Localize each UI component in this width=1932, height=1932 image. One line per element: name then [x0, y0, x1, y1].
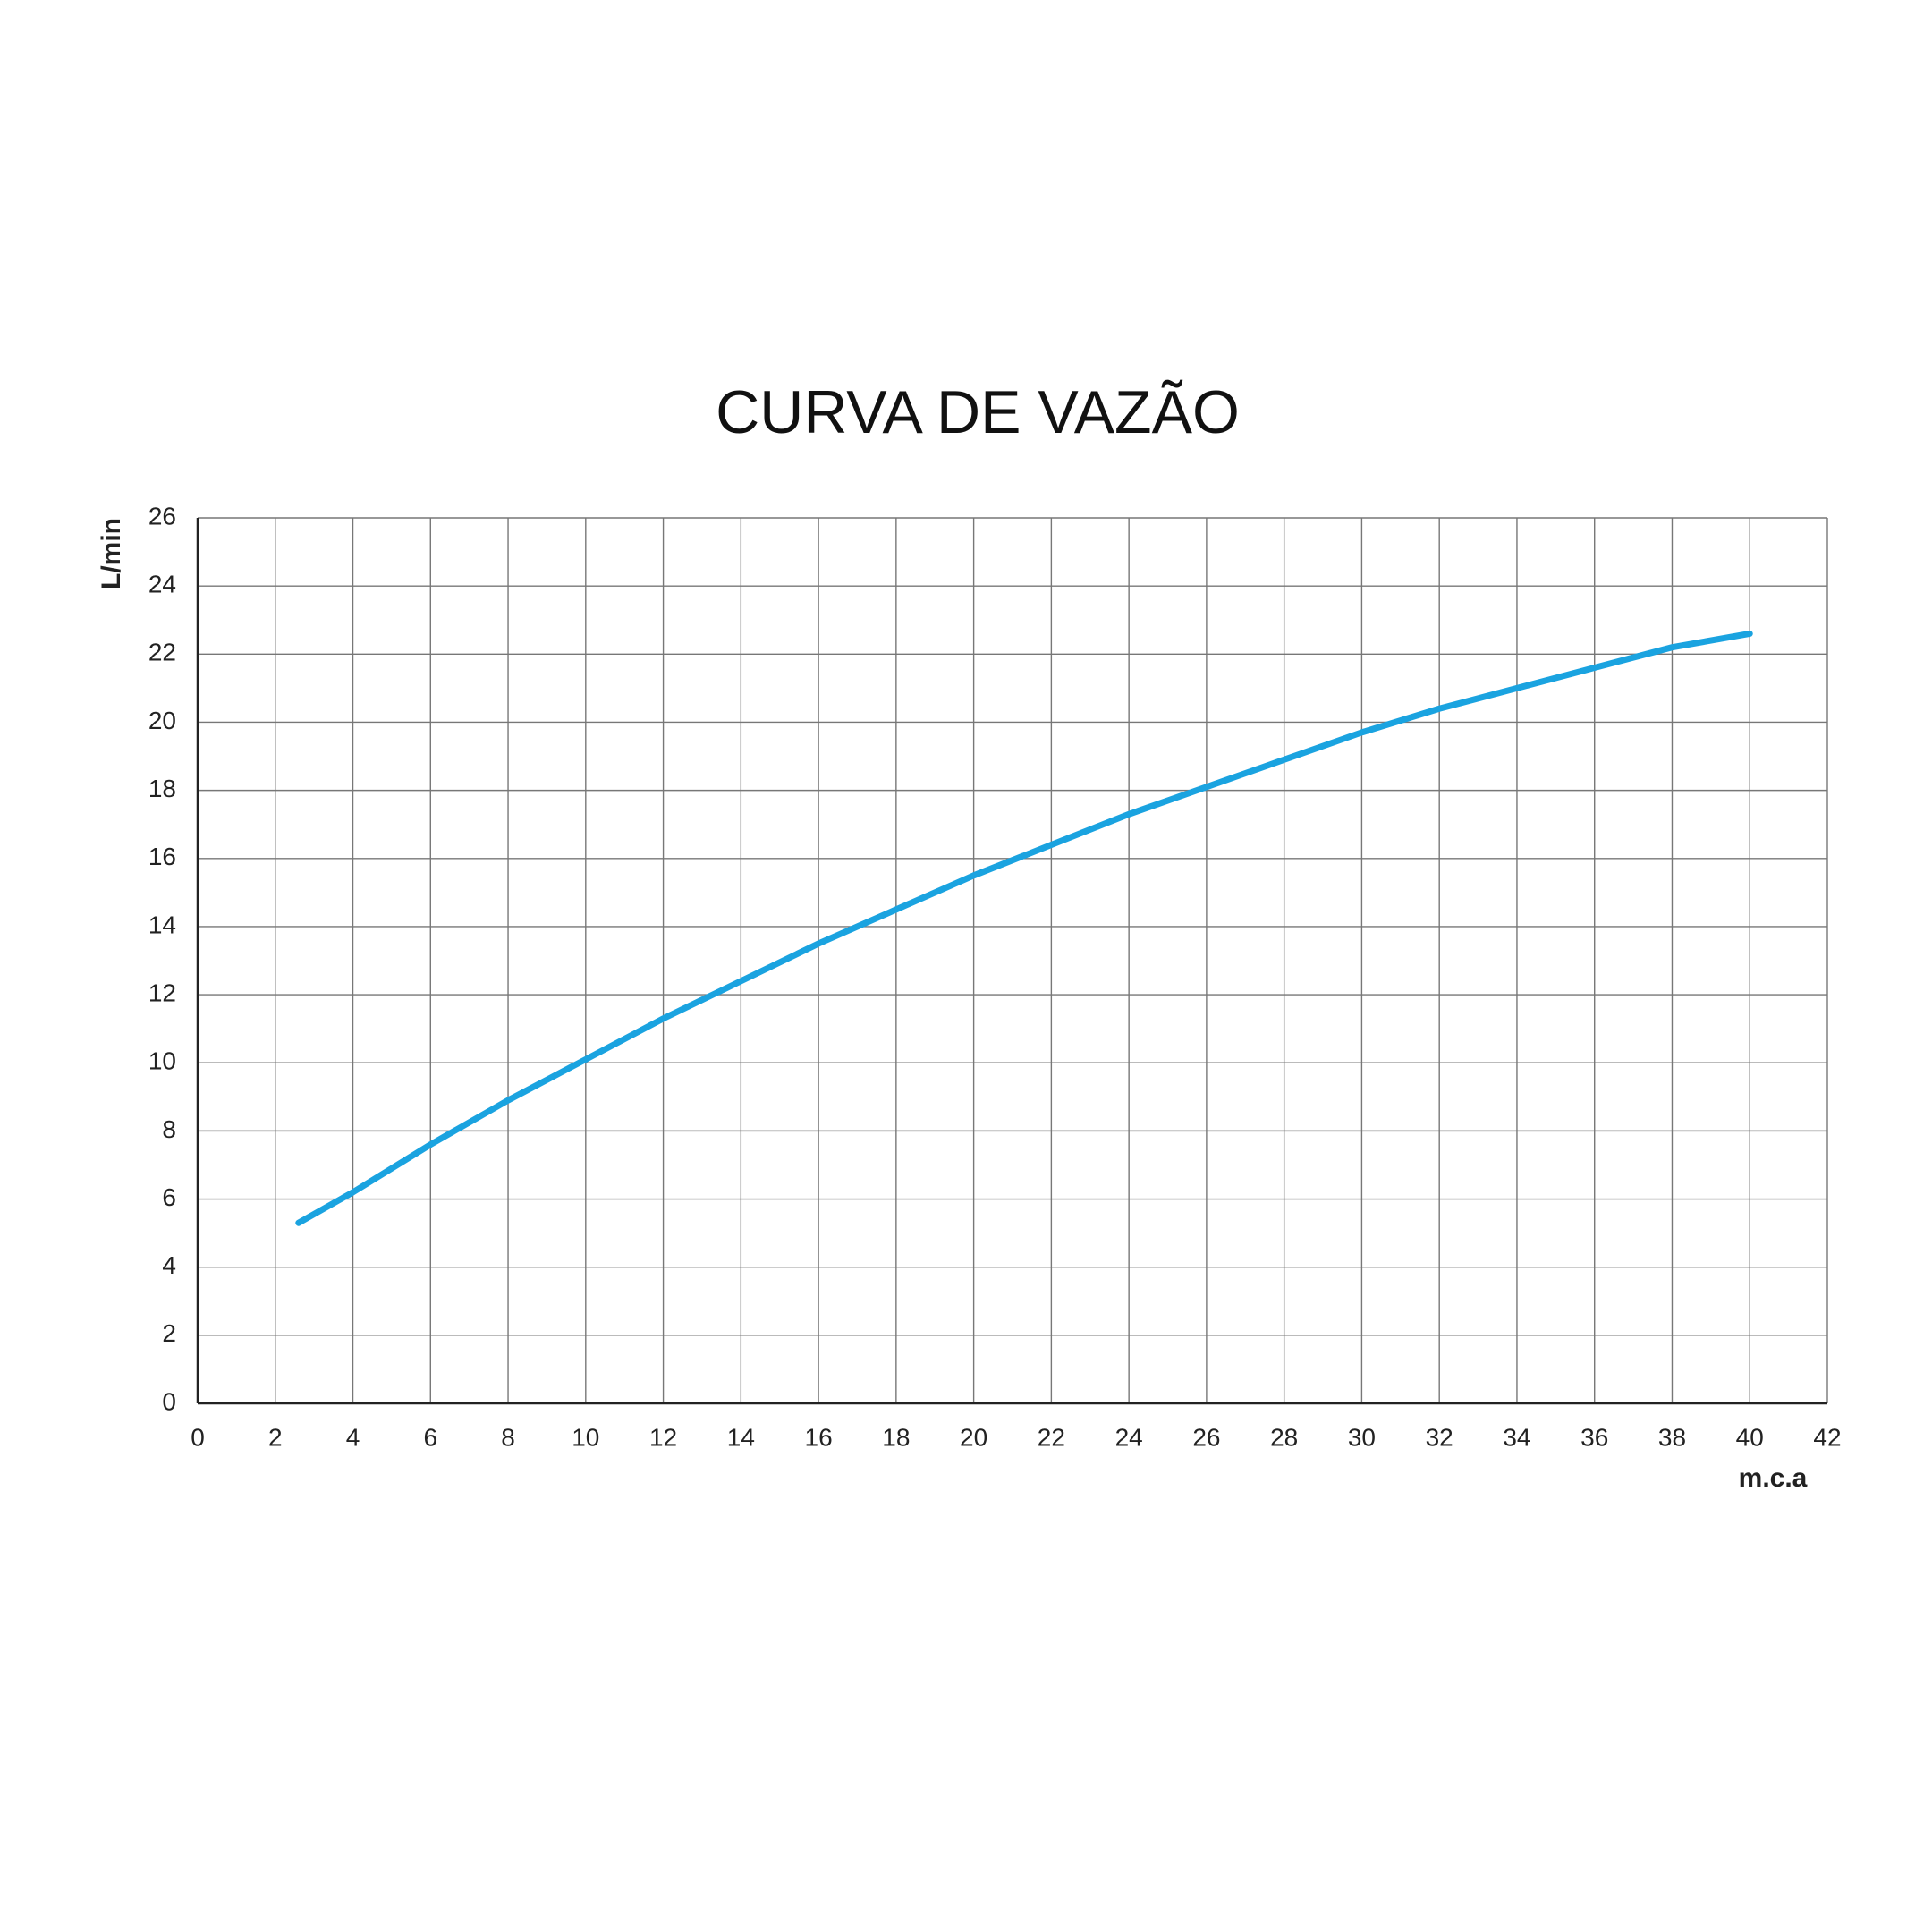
x-tick-label: 38 — [1658, 1423, 1686, 1451]
y-axis-label: L/min — [97, 518, 126, 589]
x-tick-label: 8 — [501, 1423, 515, 1451]
y-tick-label: 16 — [148, 843, 176, 870]
y-tick-label: 0 — [162, 1387, 176, 1415]
y-tick-label: 20 — [148, 707, 176, 734]
x-tick-label: 6 — [423, 1423, 437, 1451]
x-tick-label: 24 — [1115, 1423, 1143, 1451]
y-tick-label: 4 — [162, 1251, 176, 1279]
x-tick-label: 18 — [882, 1423, 910, 1451]
y-tick-label: 24 — [148, 571, 176, 598]
x-tick-label: 2 — [268, 1423, 283, 1451]
x-tick-label: 40 — [1736, 1423, 1764, 1451]
y-tick-label: 26 — [148, 502, 176, 530]
x-tick-label: 12 — [649, 1423, 677, 1451]
x-tick-label: 16 — [805, 1423, 833, 1451]
y-tick-label: 2 — [162, 1319, 176, 1347]
x-tick-label: 36 — [1580, 1423, 1608, 1451]
x-tick-label: 10 — [572, 1423, 599, 1451]
x-tick-label: 32 — [1426, 1423, 1453, 1451]
x-tick-label: 42 — [1813, 1423, 1841, 1451]
chart-title: CURVA DE VAZÃO — [716, 378, 1240, 446]
y-tick-label: 14 — [148, 911, 176, 938]
y-tick-label: 8 — [162, 1115, 176, 1143]
y-tick-label: 6 — [162, 1183, 176, 1211]
y-tick-label: 22 — [148, 639, 176, 666]
x-tick-label: 0 — [191, 1423, 205, 1451]
x-tick-label: 26 — [1192, 1423, 1220, 1451]
x-tick-label: 20 — [960, 1423, 987, 1451]
flow-curve — [295, 630, 1753, 1226]
x-tick-label: 34 — [1503, 1423, 1530, 1451]
y-tick-label: 12 — [148, 979, 176, 1006]
x-tick-label: 28 — [1270, 1423, 1298, 1451]
x-tick-label: 14 — [727, 1423, 755, 1451]
y-tick-label: 18 — [148, 775, 176, 802]
y-tick-label: 10 — [148, 1047, 176, 1075]
x-tick-label: 30 — [1348, 1423, 1376, 1451]
x-tick-label: 22 — [1038, 1423, 1065, 1451]
x-tick-label: 4 — [346, 1423, 360, 1451]
x-axis-label: m.c.a — [1739, 1463, 1808, 1493]
